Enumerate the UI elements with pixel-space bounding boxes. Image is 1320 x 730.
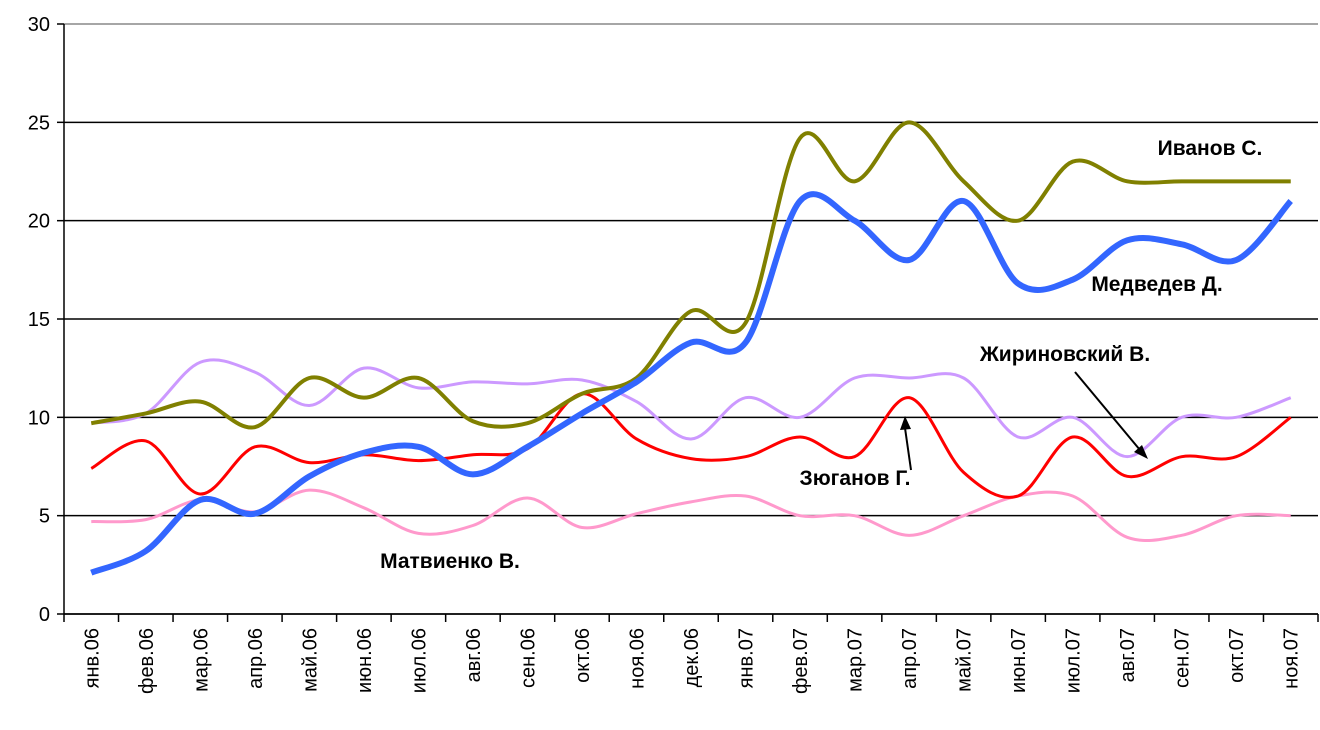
y-tick-label: 5 xyxy=(39,506,50,528)
x-tick-label: сен.06 xyxy=(517,628,539,688)
arrow-head xyxy=(1134,445,1148,459)
y-tick-label: 25 xyxy=(28,112,50,134)
x-tick-label: май.06 xyxy=(299,628,321,692)
annotation-arrow xyxy=(904,427,912,471)
x-tick-label: апр.07 xyxy=(899,628,921,689)
series-label: Зюганов Г. xyxy=(800,467,911,490)
x-tick-label: окт.06 xyxy=(572,628,594,683)
series-label: Жириновский В. xyxy=(979,343,1150,366)
series-label: Матвиенко В. xyxy=(380,550,520,573)
annotation-arrow xyxy=(1074,371,1141,451)
x-tick-label: июн.06 xyxy=(354,628,376,693)
series-line xyxy=(90,191,1294,576)
x-tick-label: июл.06 xyxy=(408,628,430,693)
x-tick-label: мар.07 xyxy=(845,628,867,692)
y-tick-label: 10 xyxy=(28,407,50,429)
x-tick-label: май.07 xyxy=(954,628,976,692)
x-tick-label: июн.07 xyxy=(1008,628,1030,693)
x-tick-label: дек.06 xyxy=(681,628,703,687)
y-tick-label: 30 xyxy=(28,14,50,36)
series-label: Медведев Д. xyxy=(1091,273,1222,296)
x-tick-label: фев.06 xyxy=(136,628,158,694)
y-tick-label: 0 xyxy=(39,604,50,626)
y-tick-label: 20 xyxy=(28,211,50,233)
y-tick-label: 15 xyxy=(28,309,50,331)
series-line xyxy=(90,120,1291,430)
x-tick-label: фев.07 xyxy=(790,628,812,694)
x-tick-label: сен.07 xyxy=(1172,628,1194,688)
series-line xyxy=(91,488,1291,543)
x-tick-label: ноя.07 xyxy=(1281,628,1303,689)
arrow-head xyxy=(900,416,911,430)
x-tick-label: авг.06 xyxy=(463,628,485,682)
x-tick-label: мар.06 xyxy=(190,628,212,692)
x-tick-label: июл.07 xyxy=(1063,628,1085,693)
plot: 0 5 10 15 20 25 30 янв.06 фев.06 мар.06 апр.06 май.… xyxy=(28,14,1319,694)
x-tick-label: окт.07 xyxy=(1226,628,1248,683)
series-line xyxy=(90,392,1292,499)
x-tick-label: янв.06 xyxy=(81,628,103,688)
x-tick-label: апр.06 xyxy=(245,628,267,689)
x-tick-label: янв.07 xyxy=(736,628,758,688)
x-tick-label: ноя.06 xyxy=(626,628,648,689)
series-line xyxy=(90,358,1292,459)
x-tick-label: авг.07 xyxy=(1117,628,1139,682)
series-label: Иванов С. xyxy=(1158,137,1263,160)
